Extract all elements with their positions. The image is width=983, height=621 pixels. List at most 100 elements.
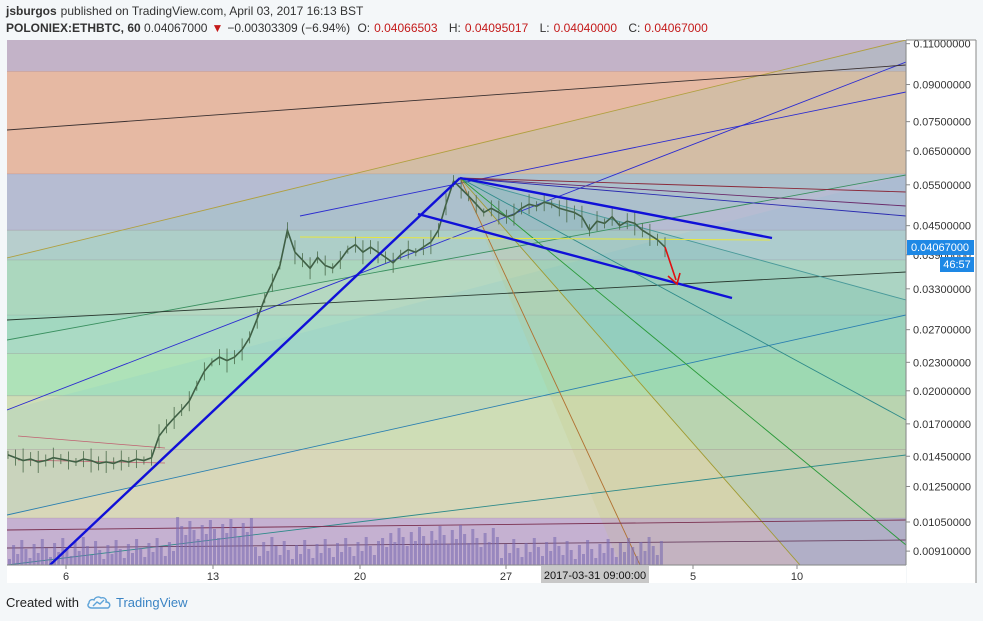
price-change: −0.00303309 (−6.94%) bbox=[227, 21, 351, 35]
volume-bar bbox=[90, 555, 93, 565]
volume-bar bbox=[348, 547, 352, 565]
trend-line-top bbox=[459, 176, 773, 240]
volume-bar bbox=[434, 540, 438, 565]
footer: Created with TradingView bbox=[6, 595, 188, 610]
volume-bar bbox=[594, 558, 598, 565]
published-text: published on TradingView.com, April 03, … bbox=[60, 4, 364, 18]
volume-bar bbox=[385, 547, 389, 565]
range-box-top bbox=[17, 435, 166, 449]
volume-bar bbox=[356, 542, 360, 565]
volume-bar bbox=[340, 552, 344, 565]
volume-bar bbox=[495, 537, 499, 565]
volume-bar bbox=[635, 556, 639, 565]
fan-line bbox=[7, 61, 906, 411]
fib-band bbox=[7, 315, 906, 354]
volume-bar bbox=[98, 550, 102, 565]
volume-bar bbox=[483, 533, 487, 565]
volume-bar bbox=[73, 542, 77, 565]
volume-bar bbox=[614, 557, 618, 565]
volume-bar bbox=[40, 539, 44, 565]
volume-bar bbox=[557, 546, 561, 565]
volume-bar bbox=[122, 558, 126, 565]
volume-bar bbox=[459, 525, 462, 565]
fan-line bbox=[7, 174, 906, 341]
y-tick-label: 0.02700000 bbox=[913, 325, 971, 337]
volume-bar bbox=[204, 534, 208, 565]
volume-bar bbox=[327, 548, 331, 565]
volume-bar bbox=[32, 544, 36, 565]
volume-bar bbox=[331, 557, 335, 565]
volume-bar bbox=[606, 539, 610, 565]
fan-line bbox=[459, 177, 906, 207]
fan-line bbox=[299, 91, 906, 217]
volume-bar bbox=[249, 518, 253, 565]
high-value: 0.04095017 bbox=[464, 21, 529, 35]
volume-bar bbox=[307, 549, 311, 565]
volume-bar bbox=[94, 541, 98, 565]
volume-bar bbox=[582, 554, 585, 565]
volume-bar bbox=[372, 555, 376, 565]
volume-bar bbox=[278, 555, 282, 565]
volume-bar bbox=[81, 537, 85, 565]
volume-bar bbox=[49, 557, 52, 565]
price-line bbox=[7, 179, 666, 465]
down-arrow-icon: ▼ bbox=[211, 21, 224, 35]
volume-bar bbox=[381, 538, 385, 565]
last-price: 0.04067000 bbox=[144, 21, 208, 35]
volume-bar bbox=[188, 521, 192, 565]
x-axis-panel[interactable] bbox=[7, 566, 906, 583]
volume-bar bbox=[315, 544, 319, 565]
y-tick-label: 0.11000000 bbox=[913, 39, 970, 51]
fib-band bbox=[7, 353, 906, 396]
volume-bars bbox=[8, 517, 663, 565]
volume-bar bbox=[405, 546, 409, 565]
volume-bar bbox=[475, 538, 479, 565]
fan-line bbox=[7, 40, 906, 259]
volume-bar bbox=[143, 557, 147, 565]
volume-bar bbox=[463, 534, 467, 565]
volume-bar bbox=[512, 539, 516, 565]
fan-line bbox=[459, 177, 906, 421]
volume-bar bbox=[467, 543, 471, 565]
volume-bar bbox=[303, 540, 307, 565]
volume-bar bbox=[647, 537, 651, 565]
last-price-tag bbox=[907, 240, 974, 255]
volume-bar bbox=[508, 553, 512, 565]
close-value: 0.04067000 bbox=[644, 21, 708, 35]
volume-bar bbox=[565, 541, 569, 565]
volume-bar bbox=[631, 547, 635, 565]
volume-bar bbox=[442, 535, 446, 565]
volume-bar bbox=[196, 539, 200, 565]
brand-label[interactable]: TradingView bbox=[115, 595, 188, 610]
volume-bar bbox=[491, 528, 495, 565]
volume-bar bbox=[413, 541, 417, 565]
volume-bar bbox=[319, 553, 323, 565]
volume-bar bbox=[118, 549, 122, 565]
x-tick-label: 20 bbox=[354, 571, 366, 583]
volume-bar bbox=[20, 540, 24, 565]
volume-bar bbox=[610, 548, 614, 565]
x-tick-label: 27 bbox=[500, 571, 512, 583]
y-tick-label: 0.00910000 bbox=[913, 546, 971, 558]
horizontal-ray bbox=[299, 236, 771, 241]
volume-bar bbox=[65, 547, 69, 565]
created-with-text: Created with bbox=[6, 595, 79, 610]
volume-bar bbox=[44, 548, 48, 565]
volume-bar bbox=[618, 543, 622, 565]
open-label: O: bbox=[357, 21, 371, 35]
volume-bar bbox=[85, 546, 89, 565]
y-tick-label: 0.07500000 bbox=[913, 117, 971, 129]
volume-bar bbox=[651, 546, 655, 565]
volume-bar bbox=[159, 547, 163, 565]
volume-bar bbox=[504, 544, 508, 565]
y-tick-label: 0.04500000 bbox=[913, 221, 971, 233]
down-arrow-shaft bbox=[664, 246, 677, 281]
y-axis-ticks: 0.11000000 0.09000000 0.07500000 0.06500000… bbox=[906, 39, 971, 558]
y-axis-panel[interactable] bbox=[907, 40, 976, 583]
volume-bar bbox=[213, 529, 216, 565]
trend-lines[interactable] bbox=[49, 176, 773, 565]
tradingview-link[interactable]: TradingView bbox=[87, 595, 188, 610]
volume-bar bbox=[28, 558, 32, 565]
publisher-name[interactable]: jsburgos bbox=[6, 4, 57, 18]
